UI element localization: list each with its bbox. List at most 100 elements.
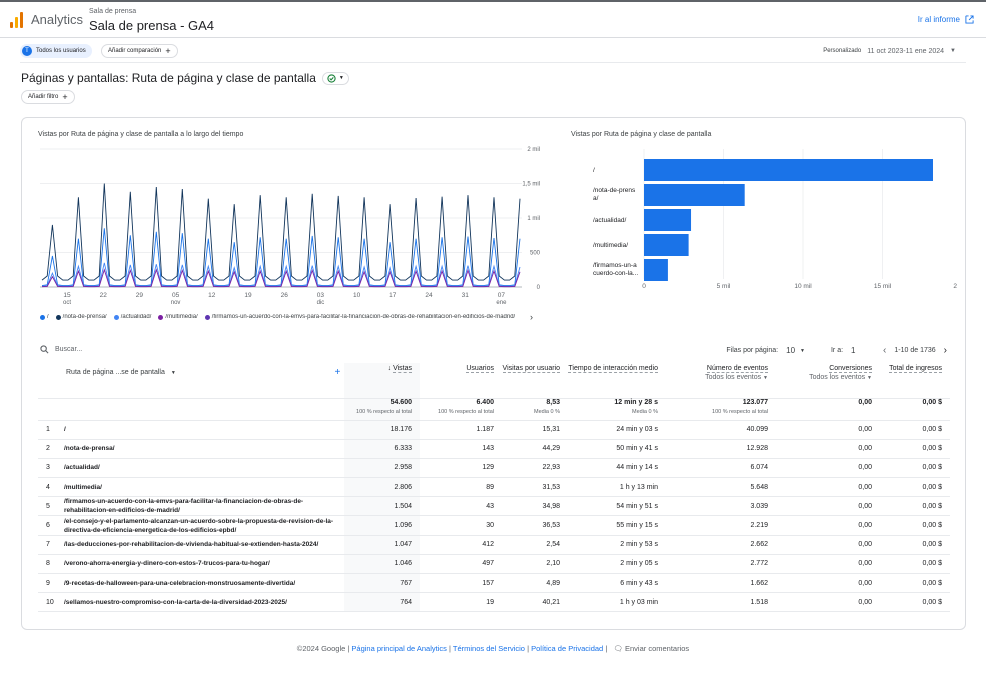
page-path-cell[interactable]: / — [64, 420, 344, 440]
total-value: 8,53 — [546, 398, 560, 406]
column-header[interactable]: Visitas por usuario — [502, 363, 568, 399]
date-range-picker[interactable]: Personalizado 11 oct 2023-11 ene 2024 ▼ — [823, 48, 956, 55]
table-search[interactable]: Buscar... — [40, 345, 82, 354]
series-line[interactable] — [41, 268, 521, 288]
line-chart-legend[interactable]: / /nota-de-prensa/ /actualidad/ /multimedia… — [40, 314, 538, 320]
next-page-icon[interactable]: › — [943, 345, 947, 356]
row-index: 4 — [38, 477, 64, 498]
legend-item[interactable]: / — [40, 314, 49, 320]
series-line[interactable] — [41, 183, 521, 281]
add-filter-button[interactable]: Añadir filtro + — [21, 90, 75, 104]
column-header[interactable]: Número de eventos Todos los eventos ▼ — [666, 363, 776, 399]
column-header-label: Visitas por usuario — [502, 365, 560, 373]
page-path-cell[interactable]: /el-consejo-y-el-parlamento-alcanzan-un-… — [64, 515, 344, 536]
table-row[interactable]: 1/18.176 1.187 15,31 24 min y 03 s 40.099 0,0… — [38, 420, 950, 440]
search-input[interactable]: Buscar... — [55, 346, 83, 353]
x-tick-label: 10 mil — [794, 283, 812, 290]
footer-link-home[interactable]: Página principal de Analytics — [351, 644, 447, 653]
legend-item[interactable]: /nota-de-prensa/ — [55, 314, 107, 320]
report-status-dropdown[interactable]: ▼ — [321, 71, 349, 85]
add-comparison-button[interactable]: Añadir comparación + — [101, 44, 178, 58]
metric-cell: 2.772 — [666, 554, 776, 575]
column-header[interactable]: Tiempo de interacción medio — [568, 363, 666, 399]
metric-cell: 0,00 $ — [880, 573, 950, 594]
prev-page-icon[interactable]: ‹ — [883, 345, 887, 356]
caret-down-icon: ▼ — [867, 375, 872, 381]
x-tick-label: 10 — [353, 292, 361, 299]
legend-item[interactable]: /actualidad/ — [113, 314, 151, 320]
analytics-logo-icon[interactable] — [10, 11, 24, 28]
table-row[interactable]: 10/sellamos-nuestro-compromiso-con-la-ca… — [38, 592, 950, 613]
x-tick-label: 22 — [100, 292, 108, 299]
bar-chart[interactable]: 0 5 mil 10 mil 15 mil 20 mil / /nota-de-prensa… — [567, 143, 957, 313]
legend-item[interactable]: /firmamos-un-acuerdo-con-la-emvs-para-fa… — [204, 314, 515, 320]
x-tick-label: 15 — [63, 292, 71, 299]
caret-down-icon: ▼ — [338, 75, 344, 81]
metric-cell: 1.096 — [344, 515, 420, 536]
metric-cell: 19 — [420, 592, 502, 613]
column-header[interactable]: Usuarios — [420, 363, 502, 399]
metric-cell: 2,54 — [502, 535, 568, 555]
go-to-report-link[interactable]: Ir al informe — [918, 15, 974, 24]
total-cell: 12 min y 28 s Media 0 % — [568, 398, 666, 421]
page-path-cell[interactable]: /actualidad/ — [64, 458, 344, 479]
bar[interactable] — [644, 209, 692, 231]
column-header-sub[interactable]: Todos los eventos ▼ — [809, 374, 872, 381]
page-path-cell[interactable]: /9-recetas-de-halloween-para-una-celebra… — [64, 573, 344, 594]
column-header-sub[interactable]: Todos los eventos ▼ — [705, 374, 768, 381]
dimension-header[interactable]: Ruta de página ...se de pantalla ▼ — [38, 363, 331, 399]
table-row[interactable]: 9/9-recetas-de-halloween-para-una-celebr… — [38, 573, 950, 594]
page-path-cell[interactable]: /multimedia/ — [64, 477, 344, 498]
table-row[interactable]: 4/multimedia/2.806 89 31,53 1 h y 13 min 5.6… — [38, 477, 950, 498]
metric-cell: 12.928 — [666, 439, 776, 459]
segment-chip[interactable]: T Todos los usuarios — [20, 44, 92, 58]
page-path-cell[interactable]: /firmamos-un-acuerdo-con-la-emvs-para-fa… — [64, 496, 344, 517]
y-tick-label: 2 mil — [527, 147, 540, 153]
feedback-link[interactable]: 🗨 Enviar comentarios — [613, 644, 689, 653]
page-path-cell[interactable]: /verono-ahorra-energia-y-dinero-con-esto… — [64, 554, 344, 575]
column-header[interactable]: ↓ Vistas — [344, 363, 420, 399]
legend-label: / — [47, 314, 49, 320]
bar[interactable] — [644, 159, 933, 181]
page-path-cell[interactable]: /las-deducciones-por-rehabilitacion-de-v… — [64, 535, 344, 555]
caret-down-icon: ▼ — [763, 375, 768, 381]
goto-input[interactable]: 1 — [851, 346, 856, 355]
table-row[interactable]: 5/firmamos-un-acuerdo-con-la-emvs-para-f… — [38, 496, 950, 517]
page-path-cell[interactable]: /nota-de-prensa/ — [64, 439, 344, 459]
metric-cell: 0,00 $ — [880, 420, 950, 440]
goto-label: Ir a: — [830, 347, 844, 354]
table-row[interactable]: 8/verono-ahorra-energia-y-dinero-con-est… — [38, 554, 950, 575]
total-note: 100 % respecto al total — [356, 408, 412, 415]
metric-cell: 1 h y 03 min — [568, 592, 666, 613]
bar[interactable] — [644, 259, 668, 281]
bar[interactable] — [644, 184, 745, 206]
add-dimension-button[interactable]: + — [330, 363, 344, 399]
metric-cell: 24 min y 03 s — [568, 420, 666, 440]
table-row[interactable]: 2/nota-de-prensa/6.333 143 44,29 50 min y 4… — [38, 439, 950, 459]
footer-link-terms[interactable]: Términos del Servicio — [452, 644, 525, 653]
total-note: 100 % respecto al total — [712, 408, 768, 415]
row-index: 6 — [38, 515, 64, 536]
x-tick-label: 15 mil — [874, 283, 892, 290]
table-body: 54.600 100 % respecto al total 6.400 100 % … — [38, 398, 950, 613]
table-row[interactable]: 6/el-consejo-y-el-parlamento-alcanzan-un… — [38, 515, 950, 536]
bar-label: /multimedia/ — [593, 242, 628, 249]
bar[interactable] — [644, 234, 689, 256]
date-range-label: Personalizado — [823, 48, 862, 54]
metric-cell: 0,00 — [776, 477, 880, 498]
column-header[interactable]: Total de ingresos — [880, 363, 950, 399]
footer-link-privacy[interactable]: Política de Privacidad — [531, 644, 604, 653]
table-toolbar: Buscar... Filas por página: 10 ▼ Ir a: 1 … — [22, 341, 965, 361]
table-row[interactable]: 7/las-deducciones-por-rehabilitacion-de-… — [38, 535, 950, 555]
page-path-cell[interactable]: /sellamos-nuestro-compromiso-con-la-cart… — [64, 592, 344, 613]
property-selector[interactable]: Sala de prensa - GA4 — [89, 18, 215, 33]
legend-next-icon[interactable]: › — [530, 312, 533, 322]
y-tick-label: 500 — [530, 251, 541, 257]
rows-per-page-select[interactable]: 10 ▼ — [786, 346, 805, 355]
column-header-label: Número de eventos — [706, 365, 768, 373]
row-index: 9 — [38, 573, 64, 594]
column-header[interactable]: Conversiones Todos los eventos ▼ — [776, 363, 880, 399]
legend-item[interactable]: /multimedia/ — [158, 314, 198, 320]
